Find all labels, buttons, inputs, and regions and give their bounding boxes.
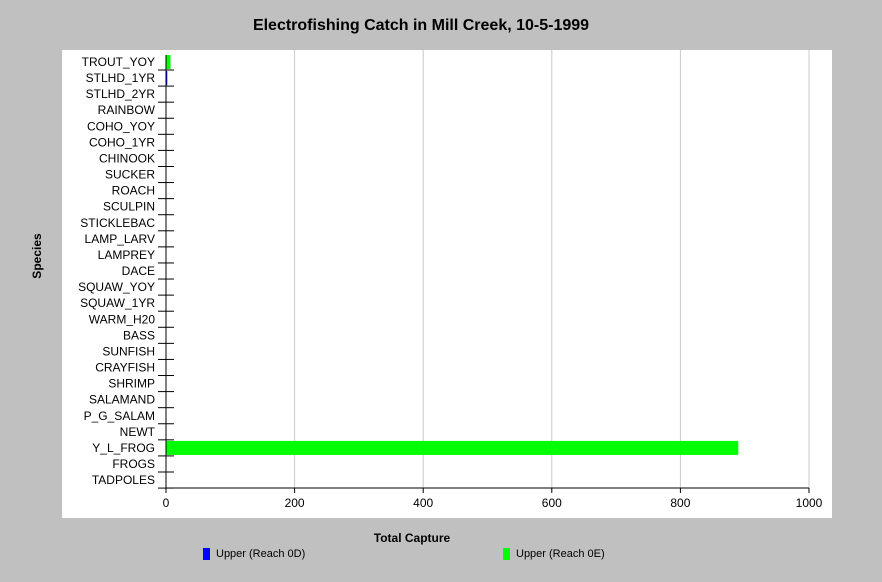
y-tick-label-sunfish: SUNFISH (102, 344, 155, 358)
y-tick-label-chinook: CHINOOK (99, 151, 155, 165)
y-tick-label-p_g_salam: P_G_SALAM (84, 409, 155, 423)
grid-lines (294, 50, 810, 488)
y-tick-label-warm_h20: WARM_H20 (89, 312, 156, 326)
legend-label-reach-0d: Upper (Reach 0D) (216, 548, 306, 560)
x-tick-label-600: 600 (542, 496, 562, 510)
bar-trout_yoy-series-1 (166, 55, 171, 69)
legend-item-reach-0d: Upper (Reach 0D) (203, 548, 305, 560)
bars (166, 55, 739, 455)
y-tick-label-salamand: SALAMAND (89, 393, 155, 407)
y-tick-label-crayfish: CRAYFISH (95, 361, 155, 375)
axes (158, 55, 810, 493)
y-tick-label-tadpoles: TADPOLES (92, 473, 155, 487)
y-tick-label-coho_yoy: COHO_YOY (87, 119, 155, 133)
x-tick-label-0: 0 (163, 496, 170, 510)
y-tick-label-frogs: FROGS (112, 457, 155, 471)
y-tick-label-lamprey: LAMPREY (98, 248, 155, 262)
y-tick-label-sucker: SUCKER (105, 168, 155, 182)
y-tick-label-bass: BASS (123, 328, 155, 342)
y-tick-label-sticklebac: STICKLEBAC (80, 216, 155, 230)
y-tick-label-lamp_larv: LAMP_LARV (85, 232, 155, 246)
legend-swatch-reach-0e (503, 548, 510, 560)
y-tick-label-sculpin: SCULPIN (103, 200, 155, 214)
x-tick-label-800: 800 (670, 496, 690, 510)
legend-label-reach-0e: Upper (Reach 0E) (516, 548, 605, 560)
y-tick-label-squaw_yoy: SQUAW_YOY (78, 280, 155, 294)
x-tick-label-1000: 1000 (796, 496, 823, 510)
y-axis-title: Species (30, 233, 44, 279)
y-tick-label-roach: ROACH (112, 184, 155, 198)
x-tick-label-200: 200 (285, 496, 305, 510)
y-tick-label-newt: NEWT (120, 425, 156, 439)
y-tick-label-stlhd_1yr: STLHD_1YR (86, 71, 156, 85)
chart-panel (62, 50, 832, 518)
y-tick-label-dace: DACE (122, 264, 155, 278)
y-tick-label-squaw_1yr: SQUAW_1YR (80, 296, 155, 310)
y-tick-label-coho_1yr: COHO_1YR (89, 135, 155, 149)
legend-swatch-reach-0d (203, 548, 210, 560)
bar-stlhd_1yr-series-0 (166, 71, 168, 86)
legend-item-reach-0e: Upper (Reach 0E) (503, 548, 605, 560)
tick-labels: 0 200 400 600 800 1000 TROUT_YOY STLHD_1YR STLHD… (78, 55, 823, 510)
bar-y_l_frog-series-1 (166, 440, 739, 455)
y-tick-label-shrimp: SHRIMP (108, 377, 155, 391)
chart-title: Electrofishing Catch in Mill Creek, 10-5… (252, 17, 590, 34)
x-tick-label-400: 400 (413, 496, 433, 510)
y-tick-label-trout_yoy: TROUT_YOY (82, 55, 155, 69)
x-axis-title: Total Capture (374, 531, 451, 545)
y-tick-label-stlhd_2yr: STLHD_2YR (86, 87, 156, 101)
y-tick-label-rainbow: RAINBOW (98, 103, 156, 117)
y-tick-label-y_l_frog: Y_L_FROG (92, 441, 155, 455)
